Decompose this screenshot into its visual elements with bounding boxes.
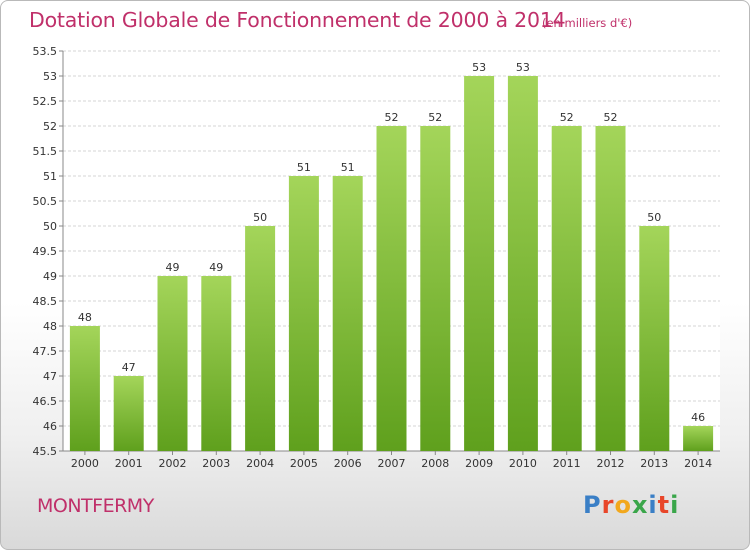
y-tick-label: 49 xyxy=(43,270,57,283)
logo-letter: i xyxy=(648,491,658,519)
logo-letter: i xyxy=(670,491,680,519)
bar-value-label: 47 xyxy=(122,361,136,374)
bar-value-label: 52 xyxy=(385,111,399,124)
bar-value-label: 51 xyxy=(297,161,311,174)
commune-name: MONTFERMY xyxy=(37,495,154,517)
chart-title: Dotation Globale de Fonctionnement de 20… xyxy=(29,8,566,32)
bar-value-label: 50 xyxy=(647,211,661,224)
bar xyxy=(157,276,188,451)
x-tick-label: 2006 xyxy=(334,457,362,470)
x-tick-label: 2010 xyxy=(509,457,537,470)
y-tick-label: 50 xyxy=(43,220,57,233)
bar-value-label: 52 xyxy=(428,111,442,124)
bar-value-label: 50 xyxy=(253,211,267,224)
y-tick-label: 48.5 xyxy=(33,295,58,308)
x-tick-label: 2009 xyxy=(465,457,493,470)
bar-value-label: 46 xyxy=(691,411,705,424)
proxiti-logo: Proxiti xyxy=(583,491,679,519)
bar xyxy=(288,176,319,451)
x-tick-label: 2014 xyxy=(684,457,712,470)
logo-letter: o xyxy=(614,491,632,519)
bar xyxy=(507,76,538,451)
x-tick-label: 2011 xyxy=(553,457,581,470)
bar-value-label: 53 xyxy=(516,61,530,74)
x-tick-label: 2008 xyxy=(421,457,449,470)
y-tick-label: 46.5 xyxy=(33,395,58,408)
bar-value-label: 52 xyxy=(560,111,574,124)
bar xyxy=(639,226,670,451)
y-tick-label: 50.5 xyxy=(33,195,58,208)
x-tick-label: 2004 xyxy=(246,457,274,470)
x-tick-label: 2007 xyxy=(378,457,406,470)
y-tick-label: 47 xyxy=(43,370,57,383)
bar xyxy=(551,126,582,451)
y-tick-label: 52.5 xyxy=(33,95,58,108)
bar xyxy=(420,126,451,451)
y-tick-label: 53.5 xyxy=(33,45,58,58)
bar xyxy=(113,376,144,451)
bar-value-label: 51 xyxy=(341,161,355,174)
y-tick-label: 47.5 xyxy=(33,345,58,358)
bar-value-label: 49 xyxy=(166,261,180,274)
y-tick-label: 48 xyxy=(43,320,57,333)
bar-value-label: 48 xyxy=(78,311,92,324)
x-tick-label: 2000 xyxy=(71,457,99,470)
y-tick-label: 51 xyxy=(43,170,57,183)
bar xyxy=(245,226,276,451)
bar xyxy=(595,126,626,451)
logo-letter: t xyxy=(657,491,671,519)
bar xyxy=(376,126,407,451)
y-tick-label: 49.5 xyxy=(33,245,58,258)
bar xyxy=(332,176,363,451)
bar xyxy=(683,426,714,451)
bar-value-label: 49 xyxy=(209,261,223,274)
bar-value-label: 53 xyxy=(472,61,486,74)
y-tick-label: 45.5 xyxy=(33,445,58,458)
logo-letter: x xyxy=(631,491,649,519)
x-tick-label: 2001 xyxy=(115,457,143,470)
bar-value-label: 52 xyxy=(604,111,618,124)
x-tick-label: 2002 xyxy=(159,457,187,470)
x-tick-label: 2012 xyxy=(597,457,625,470)
y-tick-label: 46 xyxy=(43,420,57,433)
chart-unit: (en milliers d'€) xyxy=(542,16,633,30)
y-tick-label: 51.5 xyxy=(33,145,58,158)
logo-letter: r xyxy=(601,491,615,519)
y-tick-label: 53 xyxy=(43,70,57,83)
x-tick-label: 2003 xyxy=(202,457,230,470)
x-tick-label: 2005 xyxy=(290,457,318,470)
logo-letter: P xyxy=(583,491,602,519)
x-tick-label: 2013 xyxy=(640,457,668,470)
bar xyxy=(201,276,232,451)
bar xyxy=(464,76,495,451)
y-tick-label: 52 xyxy=(43,120,57,133)
bar xyxy=(69,326,100,451)
